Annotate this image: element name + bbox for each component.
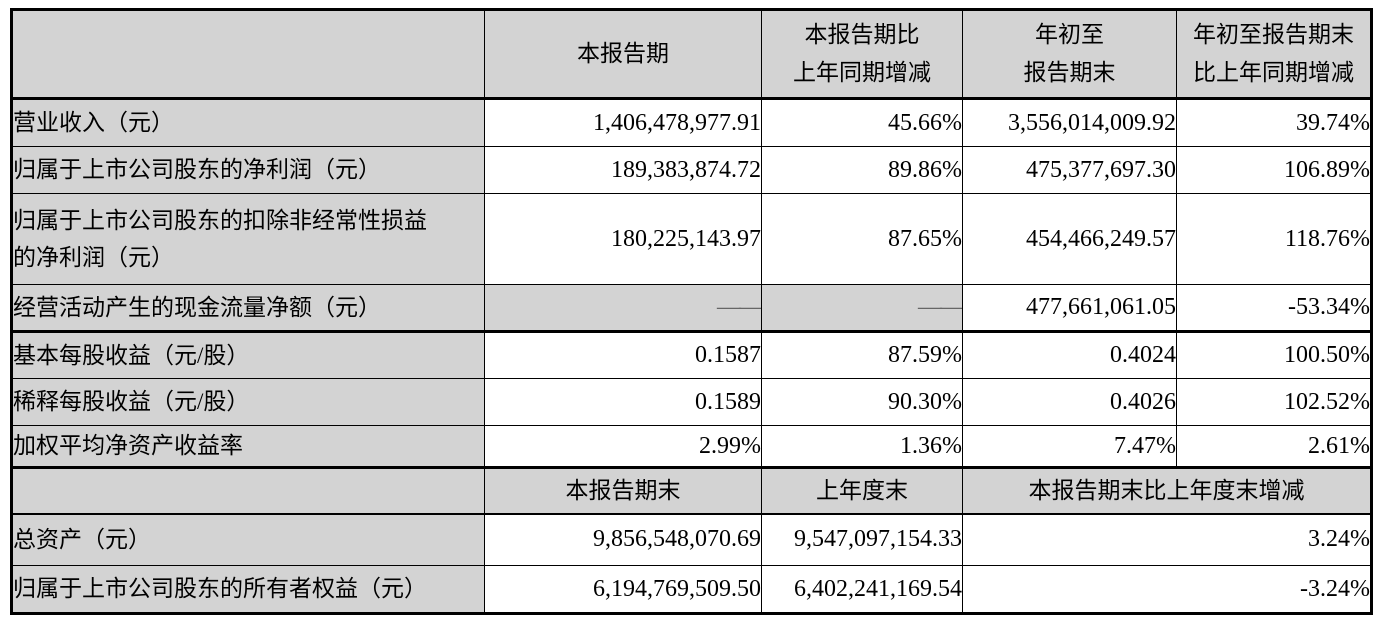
header-yoy-change: 本报告期比 上年同期增减	[761, 9, 963, 100]
row-label: 归属于上市公司股东的所有者权益（元）	[11, 565, 485, 614]
row-label: 总资产（元）	[11, 513, 485, 566]
value-current: 0.1589	[484, 378, 762, 426]
value-ytd: 0.4024	[962, 331, 1177, 379]
value-ytd-yoy: -53.34%	[1176, 284, 1372, 333]
value-current-end: 6,194,769,509.50	[484, 565, 762, 614]
financial-summary: 本报告期 本报告期比 上年同期增减 年初至 报告期末 年初至报告期末 比上年同期…	[10, 8, 1373, 615]
value-ytd: 475,377,697.30	[962, 146, 1177, 194]
row-label: 归属于上市公司股东的净利润（元）	[11, 146, 485, 194]
value-yoy: 87.59%	[761, 331, 963, 379]
row-label: 营业收入（元）	[11, 98, 485, 147]
value-ytd: 7.47%	[962, 425, 1177, 469]
value-ytd-yoy: 102.52%	[1176, 378, 1372, 426]
header-ytd: 年初至 报告期末	[962, 9, 1177, 100]
table-header-period: 本报告期 本报告期比 上年同期增减 年初至 报告期末 年初至报告期末 比上年同期…	[11, 9, 1372, 100]
value-yoy-dash: ——	[761, 284, 963, 333]
row-label: 归属于上市公司股东的扣除非经常性损益 的净利润（元）	[11, 193, 485, 285]
value-ytd: 3,556,014,009.92	[962, 98, 1177, 147]
financial-summary-table: 本报告期 本报告期比 上年同期增减 年初至 报告期末 年初至报告期末 比上年同期…	[10, 8, 1373, 615]
value-yoy: 90.30%	[761, 378, 963, 426]
header-empty-cell	[11, 9, 485, 100]
value-prior-year-end: 6,402,241,169.54	[761, 565, 963, 614]
value-yoy: 45.66%	[761, 98, 963, 147]
row-label: 经营活动产生的现金流量净额（元）	[11, 284, 485, 333]
table-row-net-profit: 归属于上市公司股东的净利润（元） 189,383,874.72 89.86% 4…	[11, 146, 1372, 194]
value-ytd-yoy: 118.76%	[1176, 193, 1372, 285]
table-header-balance: 本报告期末 上年度末 本报告期末比上年度末增减	[11, 467, 1372, 515]
table-row-net-profit-deducted: 归属于上市公司股东的扣除非经常性损益 的净利润（元） 180,225,143.9…	[11, 193, 1372, 285]
value-ytd: 0.4026	[962, 378, 1177, 426]
header-end-change: 本报告期末比上年度末增减	[962, 467, 1372, 515]
value-ytd-yoy: 39.74%	[1176, 98, 1372, 147]
value-yoy: 1.36%	[761, 425, 963, 469]
value-current: 180,225,143.97	[484, 193, 762, 285]
value-ytd: 477,661,061.05	[962, 284, 1177, 333]
table-row-total-assets: 总资产（元） 9,856,548,070.69 9,547,097,154.33…	[11, 513, 1372, 566]
value-ytd: 454,466,249.57	[962, 193, 1177, 285]
row-label: 基本每股收益（元/股）	[11, 331, 485, 379]
table-row-equity: 归属于上市公司股东的所有者权益（元） 6,194,769,509.50 6,40…	[11, 565, 1372, 614]
value-yoy: 87.65%	[761, 193, 963, 285]
value-yoy: 89.86%	[761, 146, 963, 194]
header-ytd-yoy-change: 年初至报告期末 比上年同期增减	[1176, 9, 1372, 100]
table-row-operating-cash-flow: 经营活动产生的现金流量净额（元） —— —— 477,661,061.05 -5…	[11, 284, 1372, 333]
header-current-period: 本报告期	[484, 9, 762, 100]
value-current: 1,406,478,977.91	[484, 98, 762, 147]
value-ytd-yoy: 100.50%	[1176, 331, 1372, 379]
value-ytd-yoy: 106.89%	[1176, 146, 1372, 194]
value-current-dash: ——	[484, 284, 762, 333]
value-current-end: 9,856,548,070.69	[484, 513, 762, 566]
value-end-change: 3.24%	[962, 513, 1372, 566]
header-empty-cell	[11, 467, 485, 515]
value-ytd-yoy: 2.61%	[1176, 425, 1372, 469]
value-current: 0.1587	[484, 331, 762, 379]
header-current-period-end: 本报告期末	[484, 467, 762, 515]
table-row-basic-eps: 基本每股收益（元/股） 0.1587 87.59% 0.4024 100.50%	[11, 331, 1372, 379]
table-row-revenue: 营业收入（元） 1,406,478,977.91 45.66% 3,556,01…	[11, 98, 1372, 147]
header-prior-year-end: 上年度末	[761, 467, 963, 515]
table-row-diluted-eps: 稀释每股收益（元/股） 0.1589 90.30% 0.4026 102.52%	[11, 378, 1372, 426]
value-current: 189,383,874.72	[484, 146, 762, 194]
row-label: 加权平均净资产收益率	[11, 425, 485, 469]
value-prior-year-end: 9,547,097,154.33	[761, 513, 963, 566]
value-current: 2.99%	[484, 425, 762, 469]
table-row-weighted-avg-roe: 加权平均净资产收益率 2.99% 1.36% 7.47% 2.61%	[11, 425, 1372, 469]
row-label: 稀释每股收益（元/股）	[11, 378, 485, 426]
value-end-change: -3.24%	[962, 565, 1372, 614]
